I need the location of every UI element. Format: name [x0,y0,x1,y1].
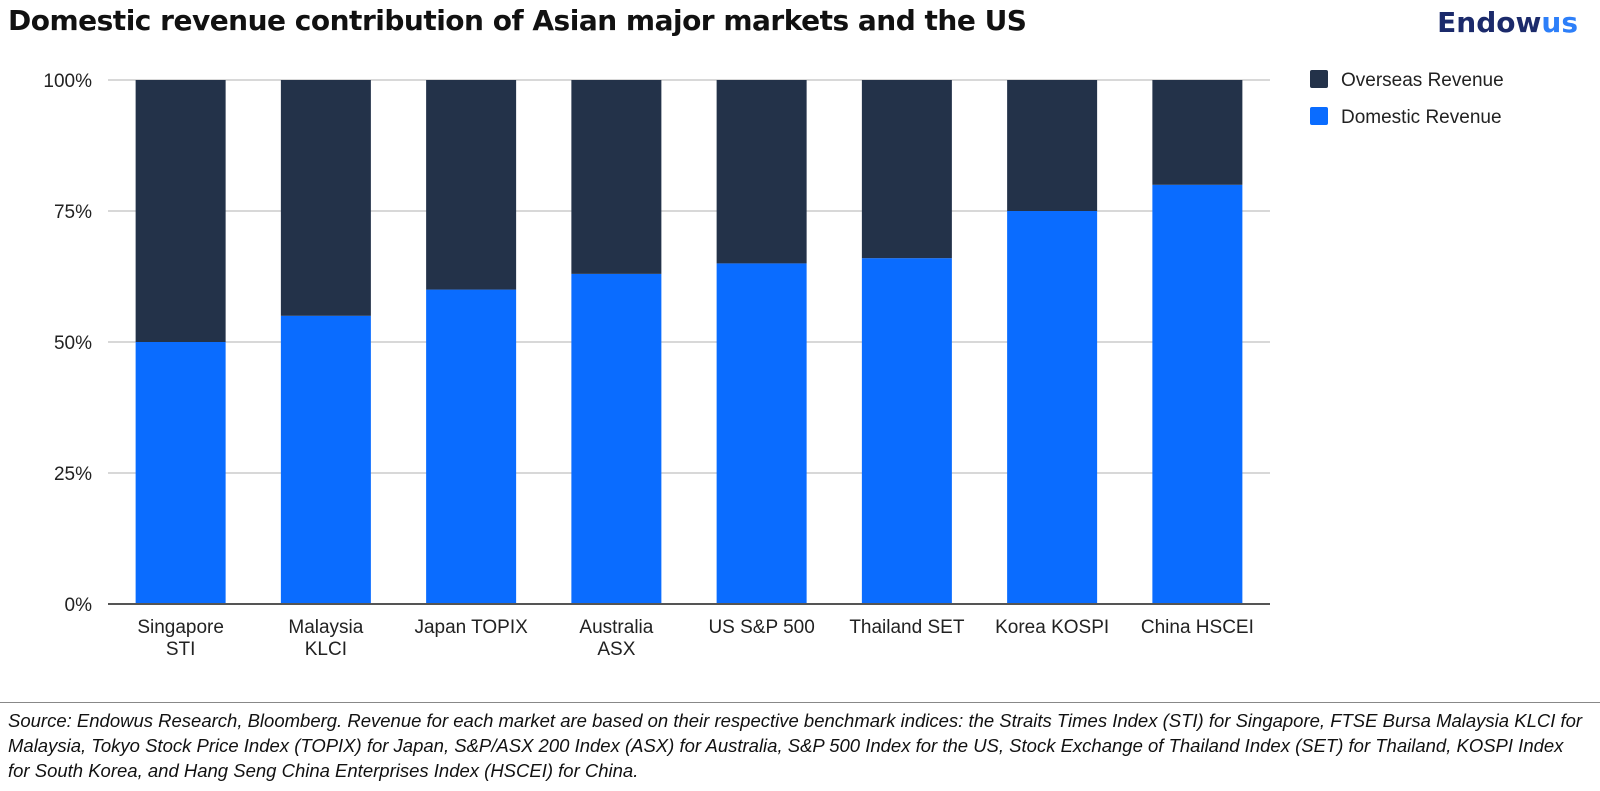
bar-overseas [426,80,517,290]
y-tick-label: 50% [54,333,92,354]
stacked-bar-chart: 0% 25% 50% 75% 100% Singapore STI Malaysia KLCI J… [43,70,1504,660]
bar-overseas [135,80,226,342]
bar-domestic [861,258,952,604]
chart-title: Domestic revenue contribution of Asian m… [8,4,1027,37]
x-tick-label: Australia ASX [579,617,653,660]
bar-overseas [861,80,952,259]
endowus-logo: Endowus [1437,6,1578,39]
x-tick-label: Thailand SET [849,617,965,638]
source-note: Source: Endowus Research, Bloomberg. Rev… [8,710,1583,781]
y-tick-label: 75% [54,202,92,223]
legend-label: Domestic Revenue [1341,107,1502,128]
bar-domestic [1007,211,1098,604]
bar-overseas [1152,80,1243,185]
logo-text-us: us [1541,6,1578,39]
legend-swatch [1310,70,1328,88]
legend-swatch [1310,107,1328,125]
x-tick-label: Malaysia KLCI [288,617,363,660]
footer-divider [0,702,1600,703]
x-tick-label: Korea KOSPI [995,617,1109,638]
bar-overseas [280,80,371,316]
x-tick-label: Japan TOPIX [414,617,528,638]
bar-overseas [571,80,662,274]
bar-domestic [280,315,371,604]
legend-label: Overseas Revenue [1341,70,1504,91]
bar-domestic [716,263,807,604]
y-tick-label: 0% [65,595,93,616]
y-tick-label: 25% [54,464,92,485]
x-tick-label: China HSCEI [1141,617,1254,638]
bar-overseas [1007,80,1098,211]
bar-overseas [716,80,807,264]
bar-domestic [1152,184,1243,605]
bar-domestic [571,273,662,604]
x-tick-label: Singapore STI [137,617,224,660]
bar-domestic [426,289,517,604]
logo-text-endow: Endow [1437,6,1542,39]
x-tick-label: US S&P 500 [708,617,814,638]
bar-domestic [135,342,226,604]
y-tick-label: 100% [43,71,92,92]
